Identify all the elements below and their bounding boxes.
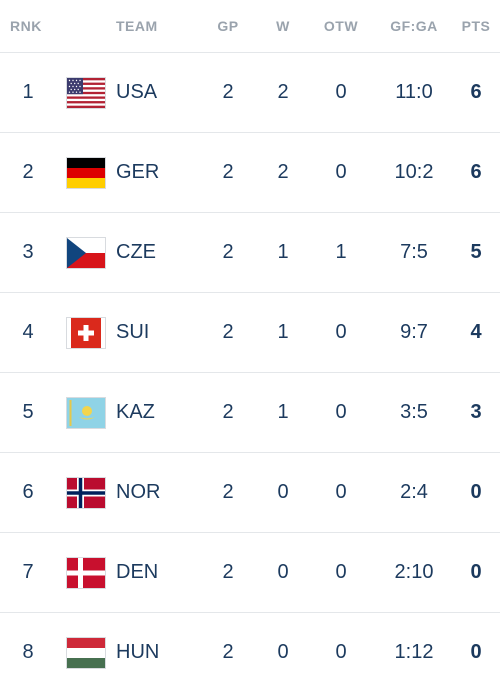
table-row[interactable]: 7 DEN 2 0 0 2:10 0 [0, 532, 500, 612]
flag-cell [56, 477, 116, 508]
germany-flag-icon [67, 157, 105, 188]
w-cell: 0 [277, 561, 289, 583]
rank-cell: 3 [22, 241, 34, 263]
table-row[interactable]: 1 [0, 52, 500, 132]
rank-cell: 1 [22, 81, 34, 103]
flag-cell [56, 157, 116, 188]
pts-cell: 0 [470, 481, 482, 503]
otw-cell: 0 [335, 641, 347, 663]
header-gfga[interactable]: GF:GA [390, 18, 438, 34]
gfga-cell: 1:12 [394, 641, 434, 663]
table-row[interactable]: 3 CZE 2 1 1 7:5 5 [0, 212, 500, 292]
norway-flag-icon [67, 477, 105, 508]
pts-cell: 3 [470, 401, 482, 423]
table-row[interactable]: 5 KAZ 2 1 0 3:5 3 [0, 372, 500, 452]
w-cell: 2 [277, 161, 289, 183]
gfga-cell: 11:0 [395, 81, 433, 103]
usa-flag-icon [67, 77, 105, 108]
kazakhstan-flag-icon [67, 397, 105, 428]
otw-cell: 0 [335, 161, 347, 183]
w-cell: 1 [277, 401, 289, 423]
w-cell: 0 [277, 481, 289, 503]
czechia-flag-icon [67, 237, 105, 268]
w-cell: 1 [277, 321, 289, 343]
team-cell[interactable]: DEN [116, 561, 159, 583]
gfga-cell: 9:7 [400, 321, 428, 343]
header-rank[interactable]: RNK [10, 18, 42, 34]
otw-cell: 1 [335, 241, 347, 263]
otw-cell: 0 [335, 321, 347, 343]
team-cell[interactable]: KAZ [116, 401, 155, 423]
table-row[interactable]: 6 NOR 2 0 0 2:4 0 [0, 452, 500, 532]
team-cell[interactable]: CZE [116, 241, 156, 263]
gfga-cell: 10:2 [394, 161, 434, 183]
header-w[interactable]: W [276, 18, 290, 34]
gfga-cell: 7:5 [400, 241, 428, 263]
denmark-flag-icon [67, 557, 105, 588]
table-header: RNK TEAM GP W OTW GF:GA PTS [0, 0, 500, 52]
gp-cell: 2 [222, 641, 234, 663]
otw-cell: 0 [335, 401, 347, 423]
rank-cell: 8 [22, 641, 34, 663]
gp-cell: 2 [222, 481, 234, 503]
table-row[interactable]: 4 SUI 2 1 0 9:7 4 [0, 292, 500, 372]
table-row[interactable]: 2 GER 2 2 0 10:2 6 [0, 132, 500, 212]
pts-cell: 4 [470, 321, 482, 343]
hungary-flag-icon [67, 637, 105, 668]
header-team[interactable]: TEAM [116, 18, 158, 34]
gp-cell: 2 [222, 321, 234, 343]
w-cell: 1 [277, 241, 289, 263]
team-cell[interactable]: SUI [116, 321, 150, 343]
header-otw[interactable]: OTW [323, 18, 359, 34]
gp-cell: 2 [222, 81, 234, 103]
flag-cell [56, 77, 116, 108]
flag-cell [56, 397, 116, 428]
team-cell[interactable]: USA [116, 81, 158, 103]
team-cell[interactable]: HUN [116, 641, 160, 663]
gp-cell: 2 [222, 401, 234, 423]
gfga-cell: 2:10 [394, 561, 434, 583]
rank-cell: 4 [22, 321, 34, 343]
otw-cell: 0 [335, 561, 347, 583]
pts-cell: 0 [470, 561, 482, 583]
rank-cell: 6 [22, 481, 34, 503]
pts-cell: 6 [470, 81, 482, 103]
flag-cell [56, 237, 116, 268]
otw-cell: 0 [335, 81, 347, 103]
header-gp[interactable]: GP [217, 18, 239, 34]
gp-cell: 2 [222, 241, 234, 263]
rank-cell: 7 [22, 561, 34, 583]
pts-cell: 5 [470, 241, 482, 263]
otw-cell: 0 [335, 481, 347, 503]
rank-cell: 2 [22, 161, 34, 183]
header-pts[interactable]: PTS [461, 18, 491, 34]
w-cell: 0 [277, 641, 289, 663]
rank-cell: 5 [22, 401, 34, 423]
pts-cell: 0 [470, 641, 482, 663]
gfga-cell: 3:5 [400, 401, 428, 423]
gp-cell: 2 [222, 561, 234, 583]
gp-cell: 2 [222, 161, 234, 183]
flag-cell [56, 557, 116, 588]
team-cell[interactable]: NOR [116, 481, 161, 503]
pts-cell: 6 [470, 161, 482, 183]
switzerland-flag-icon [67, 317, 105, 348]
team-cell[interactable]: GER [116, 161, 160, 183]
flag-cell [56, 637, 116, 668]
flag-cell [56, 317, 116, 348]
table-row[interactable]: 8 HUN 2 0 0 1:12 0 [0, 612, 500, 692]
gfga-cell: 2:4 [400, 481, 428, 503]
w-cell: 2 [277, 81, 289, 103]
